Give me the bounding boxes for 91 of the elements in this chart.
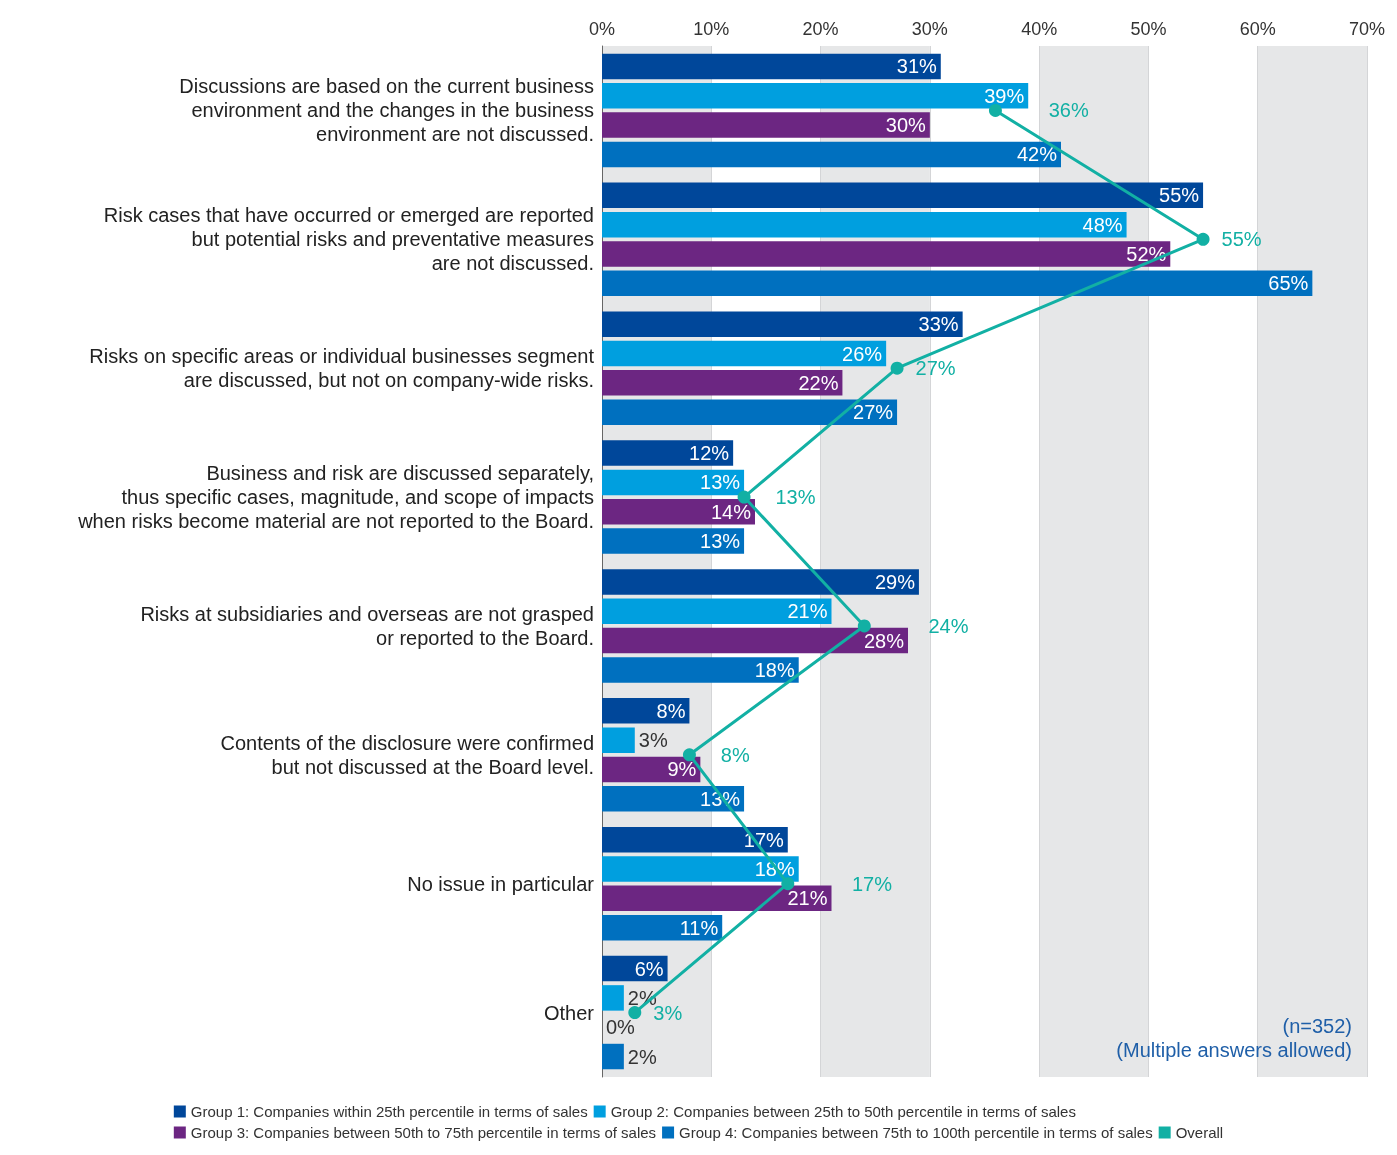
- data-label: 30%: [885, 114, 927, 137]
- data-label: 18%: [754, 658, 795, 681]
- y-tick-label: Risks on specific areas or individual businesses segment are discussed, but not on company-wide risks.: [89, 345, 595, 392]
- x-tick-label: 70%: [1348, 19, 1386, 39]
- bar: [602, 53, 941, 80]
- data-label: 26%: [842, 342, 883, 365]
- data-label: 31%: [896, 55, 937, 78]
- data-label: 39%: [984, 84, 1025, 107]
- bar: [602, 698, 690, 724]
- data-label: 11%: [679, 916, 719, 939]
- y-tick-label: Risks at subsidiaries and overseas are not grasped or reported to the Board.: [140, 602, 594, 649]
- data-label: 12%: [689, 442, 730, 465]
- bar: [602, 112, 930, 138]
- x-tick-label: 40%: [1021, 19, 1058, 39]
- data-label: 28%: [863, 629, 905, 652]
- point: [737, 490, 751, 504]
- bar: [602, 528, 745, 554]
- x-tick-label: 50%: [1130, 19, 1167, 39]
- data-label: 13%: [700, 471, 741, 494]
- bar: [602, 311, 963, 337]
- data-label: 27%: [915, 357, 956, 380]
- y-tick-label: Risk cases that have occurred or emerged are reported but potential risks and preventative measures are not discussed.: [103, 204, 594, 275]
- x-tick-label: 10%: [693, 19, 730, 39]
- x-tick-label: 20%: [802, 19, 839, 39]
- bar: [602, 241, 1171, 267]
- data-label: 48%: [1082, 213, 1123, 236]
- data-label: 33%: [918, 313, 959, 336]
- legend-label: Group 1: Companies within 25th percentile in terms of sales: [190, 1103, 588, 1120]
- bar: [602, 985, 624, 1011]
- bar: [602, 270, 1313, 297]
- point: [1196, 232, 1210, 246]
- x-tick-label: 30%: [911, 19, 948, 39]
- bar: [602, 569, 919, 595]
- bar: [602, 440, 734, 466]
- data-label: 21%: [787, 600, 828, 623]
- bar: [602, 826, 788, 853]
- data-label: 9%: [667, 758, 697, 781]
- y-tick-label: No issue in particular: [407, 872, 595, 895]
- legend-label: Overall: [1175, 1124, 1224, 1141]
- point: [628, 1006, 642, 1020]
- data-label: 42%: [1016, 143, 1058, 166]
- data-label: 14%: [710, 500, 752, 523]
- point: [781, 877, 795, 891]
- bar: [602, 182, 1204, 209]
- bar: [602, 340, 887, 367]
- y-tick-label: Other: [543, 1001, 595, 1024]
- bar: [602, 83, 1029, 109]
- data-label: 6%: [634, 957, 664, 980]
- data-label: 17%: [852, 872, 893, 895]
- data-label: 0%: [606, 1016, 636, 1039]
- bar: [602, 1043, 624, 1070]
- data-label: 8%: [720, 743, 750, 766]
- bar: [602, 469, 745, 496]
- bar: [602, 141, 1061, 168]
- data-label: 3%: [638, 729, 668, 752]
- data-label: 27%: [853, 401, 894, 424]
- x-tick-label: 0%: [588, 19, 616, 39]
- data-label: 21%: [787, 887, 828, 910]
- data-label: 13%: [700, 530, 741, 553]
- y-tick-label: Business and risk are discussed separately, thus specific cases, magnitude, and scope of impacts when risks become material are not reported to the Board.: [77, 462, 594, 533]
- data-label: 65%: [1268, 272, 1309, 295]
- legend-label: Group 3: Companies between 50th to 75th percentile in terms of sales: [190, 1124, 657, 1141]
- bar: [602, 211, 1127, 238]
- bar: [602, 370, 843, 396]
- point: [682, 748, 696, 762]
- bar: [602, 627, 908, 654]
- bar: [602, 786, 745, 812]
- data-label: 55%: [1159, 184, 1200, 207]
- data-label: 2%: [627, 1045, 657, 1068]
- data-label: 13%: [775, 486, 816, 509]
- data-label: 29%: [874, 570, 916, 593]
- data-label: 22%: [798, 371, 839, 394]
- data-label: 8%: [656, 699, 686, 722]
- data-label: 36%: [1048, 99, 1089, 122]
- data-label: 55%: [1221, 228, 1262, 251]
- bar: [602, 598, 832, 625]
- data-label: 24%: [928, 614, 969, 637]
- legend-label: Group 4: Companies between 75th to 100th percentile in terms of sales: [679, 1124, 1153, 1141]
- y-tick-label: Discussions are based on the current business environment and the changes in the business environment are not discussed.: [179, 75, 594, 146]
- bar: [602, 399, 898, 425]
- point: [857, 619, 871, 633]
- y-tick-label: Contents of the disclosure were confirmed but not discussed at the Board level.: [220, 731, 594, 778]
- legend-label: Group 2: Companies between 25th to 50th percentile in terms of sales: [610, 1103, 1076, 1120]
- bar: [602, 657, 799, 683]
- bar: [602, 856, 799, 882]
- point: [988, 103, 1002, 117]
- x-tick-label: 60%: [1239, 19, 1276, 39]
- bar: [602, 727, 635, 753]
- annotation: (n=352) (Multiple answers allowed): [1116, 1015, 1352, 1061]
- point: [890, 361, 904, 375]
- bar: [602, 885, 832, 912]
